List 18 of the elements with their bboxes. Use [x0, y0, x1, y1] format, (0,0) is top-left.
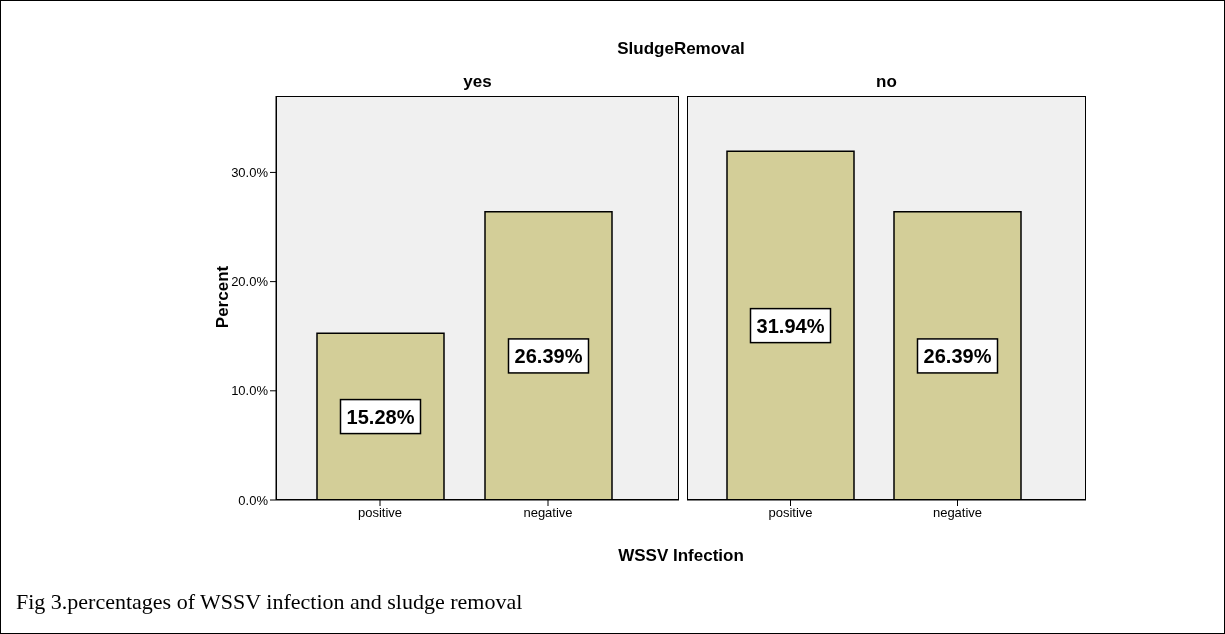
data-label: 15.28% — [346, 405, 415, 428]
caption: Fig 3.percentages of WSSV infection and sludge removal — [16, 589, 523, 615]
y-tick-label: 0.0% — [238, 492, 269, 508]
x-tick-label: negative — [523, 505, 573, 521]
chart-subtitle: yes — [462, 72, 493, 92]
x-tick-label: positive — [357, 505, 403, 521]
y-tick-label: 30.0% — [231, 165, 269, 181]
x-axis-title: WSSV Infection — [617, 546, 745, 566]
y-axis-title: Percent — [213, 264, 232, 331]
x-tick-label: negative — [932, 505, 983, 521]
y-tick-label: 20.0% — [231, 274, 269, 290]
chart-title: SludgeRemoval — [616, 39, 746, 59]
chart-subtitle: no — [875, 72, 898, 92]
y-tick-label: 10.0% — [231, 383, 269, 399]
x-tick-label: positive — [768, 505, 813, 521]
data-label: 31.94% — [756, 314, 825, 337]
data-label: 26.39% — [514, 344, 583, 367]
data-label: 26.39% — [923, 344, 992, 367]
